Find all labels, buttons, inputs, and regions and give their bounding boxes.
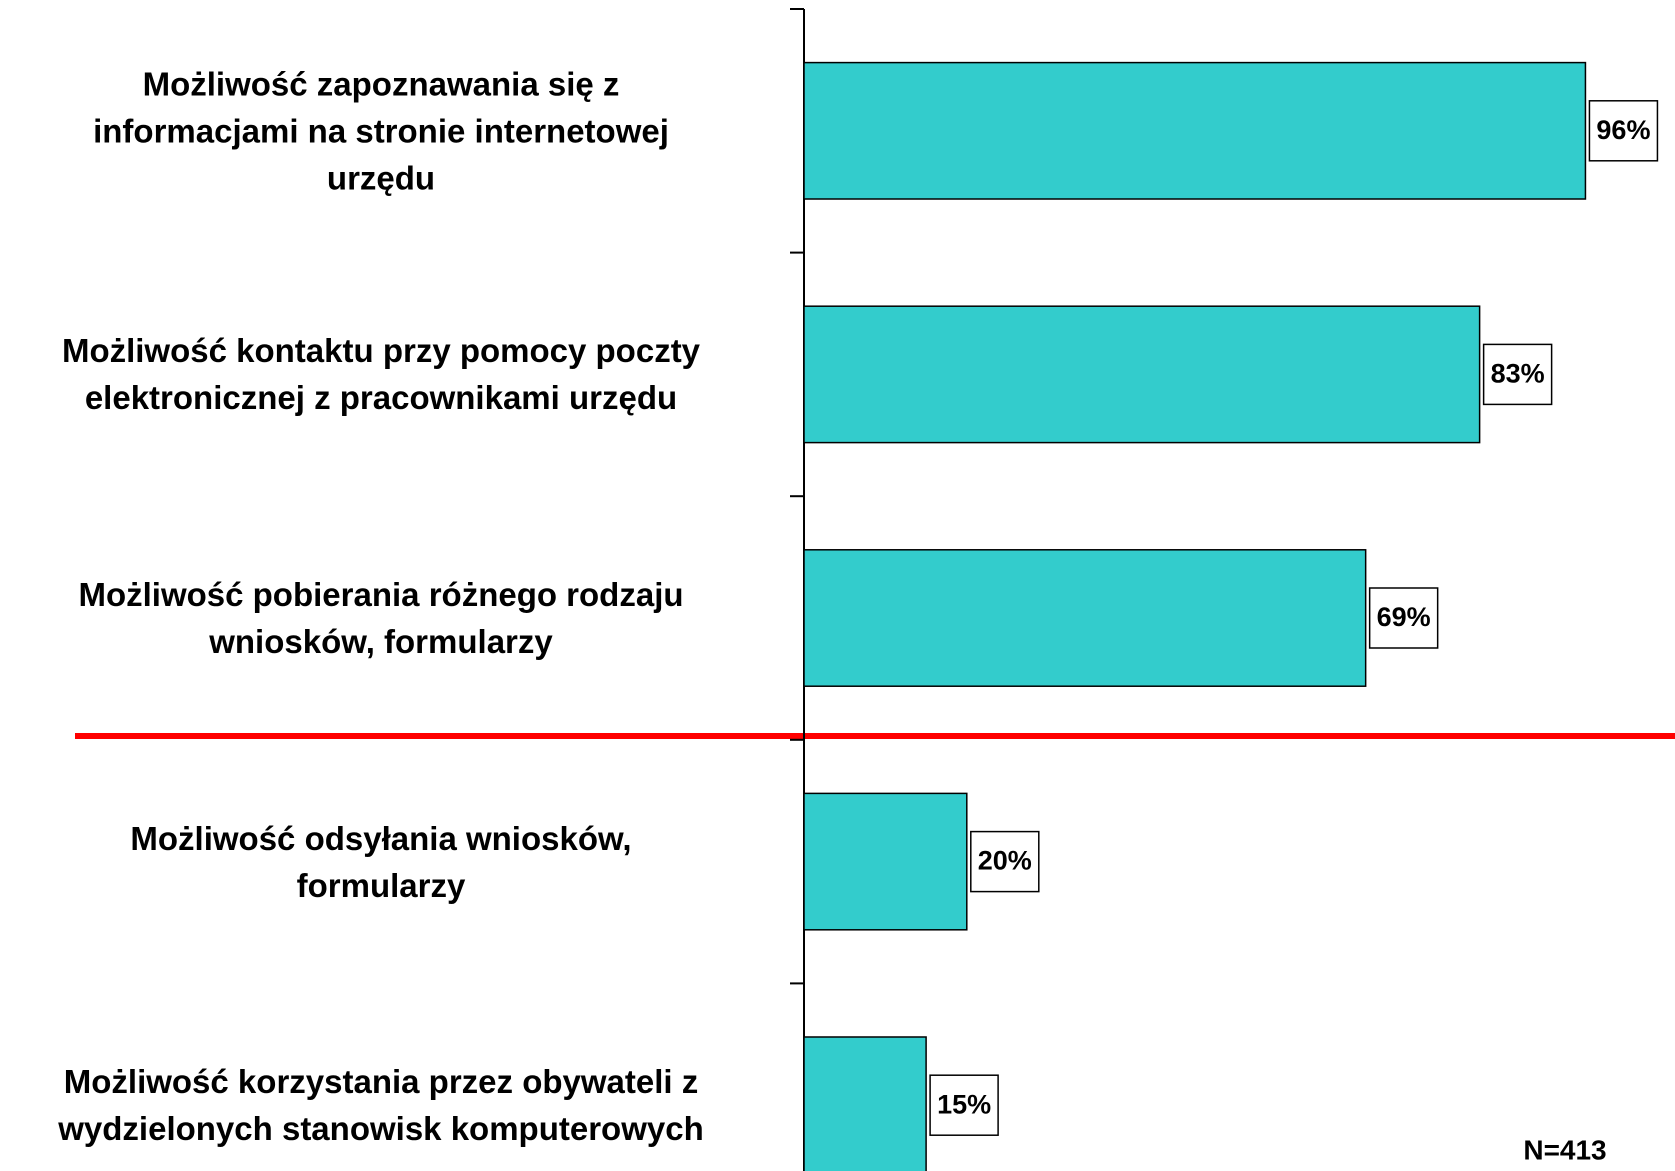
bar xyxy=(803,792,968,931)
bar xyxy=(803,549,1367,687)
annotation: N=413 xyxy=(1523,1134,1606,1165)
bar xyxy=(803,1036,927,1171)
category-label: Możliwość odsyłania wniosków, formularzy xyxy=(130,819,632,904)
value-label-box xyxy=(929,1074,999,1136)
category-label: Możliwość korzystania przez obywateli z … xyxy=(58,1063,704,1148)
value-label-box xyxy=(1368,587,1439,649)
value-label: 20% xyxy=(978,846,1032,876)
value-label: 83% xyxy=(1491,359,1545,389)
value-label: 96% xyxy=(1596,115,1650,145)
category-label: Możliwość kontaktu przy pomocy poczty el… xyxy=(61,332,701,417)
value-label-box xyxy=(970,830,1040,893)
bar xyxy=(803,61,1587,200)
value-label-box xyxy=(1482,343,1553,406)
value-label-box xyxy=(1588,100,1659,162)
value-label: 69% xyxy=(1377,602,1431,632)
bar xyxy=(803,305,1481,444)
category-label: Możliwość zapoznawania się z informacjam… xyxy=(93,65,669,197)
value-label: 15% xyxy=(937,1089,991,1119)
category-label: Możliwość pobierania różnego rodzaju wni… xyxy=(78,576,684,660)
